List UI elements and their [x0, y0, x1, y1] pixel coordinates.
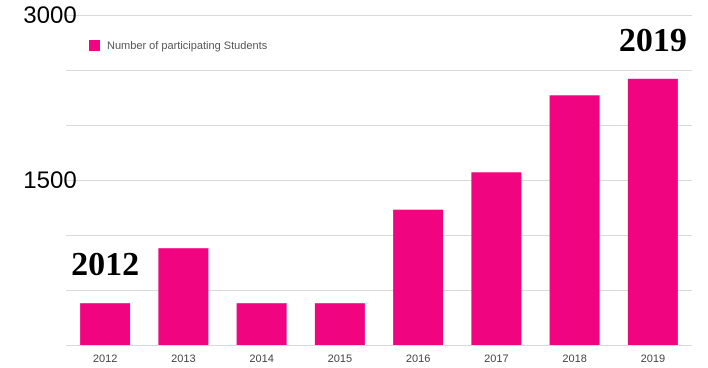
bar-2018 — [549, 95, 600, 345]
bars — [80, 78, 678, 346]
annotations: 2012 2019 — [71, 22, 687, 283]
x-tick-label: 2018 — [562, 353, 586, 365]
bar-2019 — [627, 78, 678, 346]
bar-2013 — [158, 248, 209, 345]
bar-2012 — [80, 303, 131, 345]
x-tick-label: 2013 — [171, 353, 195, 365]
annotation-2019: 2019 — [619, 22, 687, 59]
x-tick-label: 2014 — [249, 353, 273, 365]
x-tick-label: 2017 — [484, 353, 508, 365]
y-tick-label: 3000 — [23, 2, 76, 29]
annotation-2012: 2012 — [71, 246, 139, 283]
legend-label: Number of participating Students — [107, 40, 268, 52]
x-tick-label: 2015 — [328, 353, 352, 365]
x-axis-ticks: 2012 2013 2014 2015 2016 2017 2018 2019 — [93, 353, 665, 365]
bar-2017 — [471, 172, 522, 345]
y-tick-label: 1500 — [23, 167, 76, 194]
x-tick-label: 2012 — [93, 353, 117, 365]
legend: Number of participating Students — [89, 40, 268, 52]
y-axis-ticks: 3000 1500 — [23, 2, 76, 194]
legend-swatch — [89, 40, 100, 51]
x-tick-label: 2016 — [406, 353, 430, 365]
x-tick-label: 2019 — [641, 353, 665, 365]
bar-2016 — [393, 209, 444, 345]
bar-2014 — [236, 303, 287, 345]
bar-2015 — [314, 303, 365, 345]
